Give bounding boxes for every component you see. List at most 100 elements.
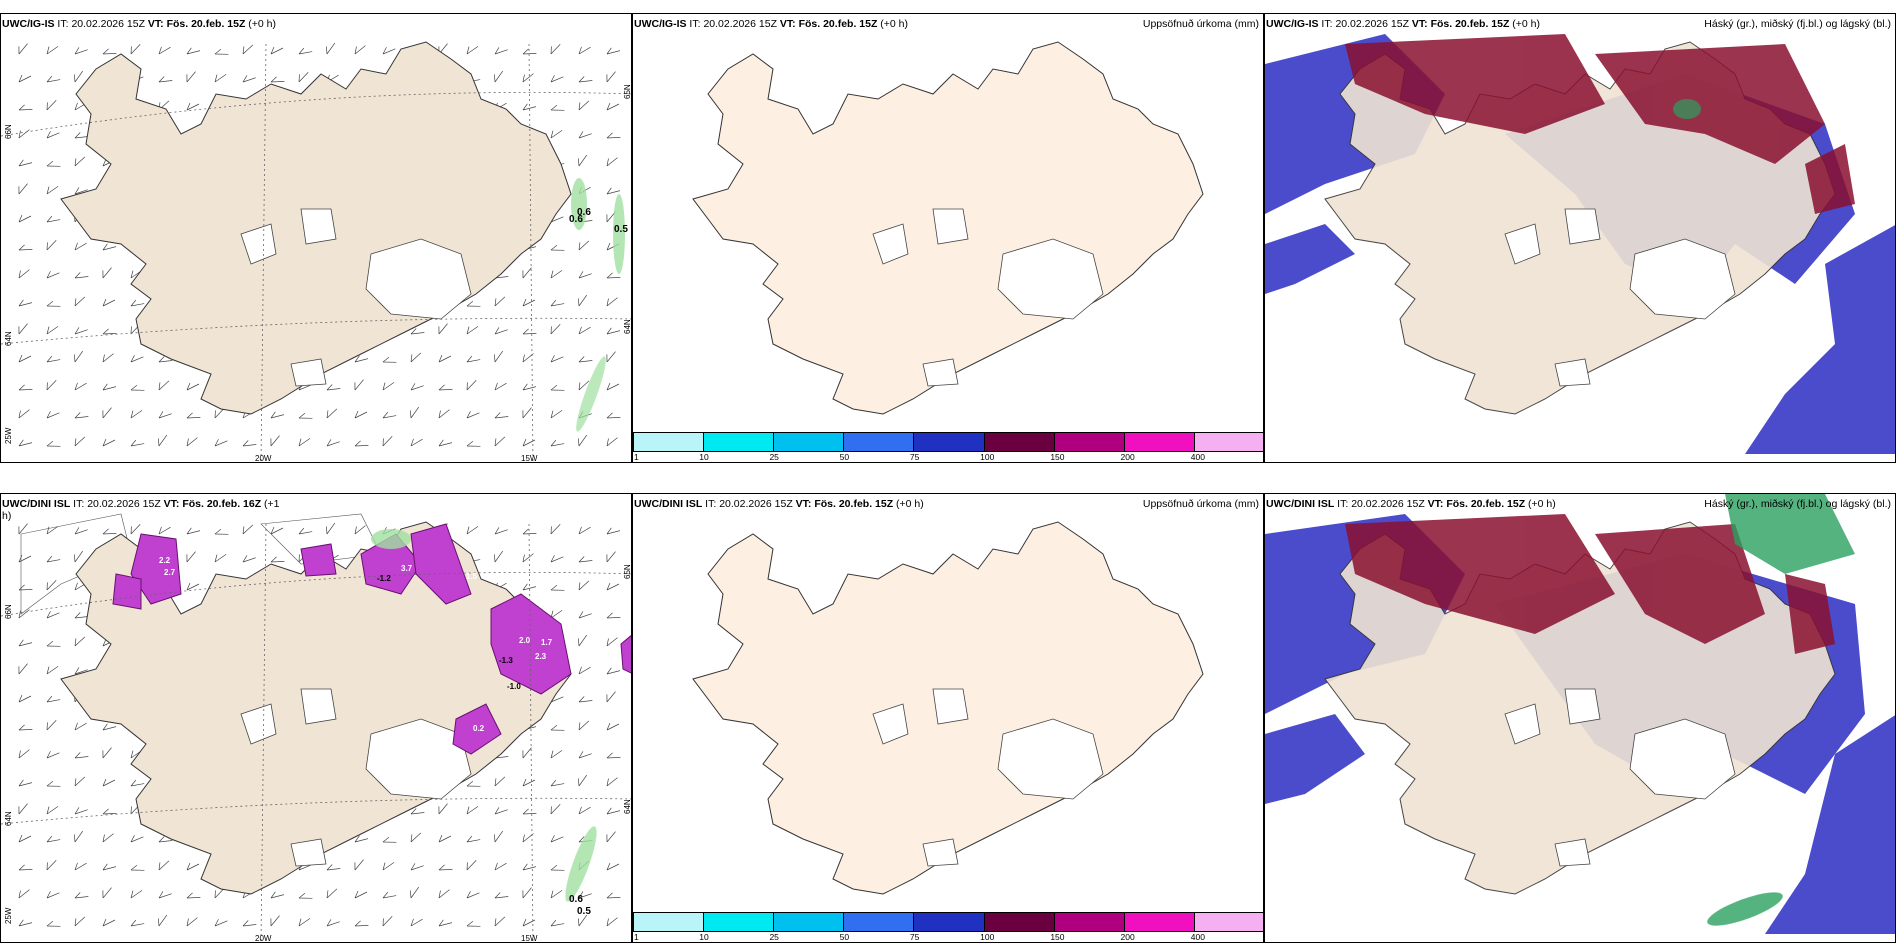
wind-barb	[18, 104, 33, 111]
wind-barb	[494, 830, 504, 843]
wind-barb	[242, 440, 257, 447]
wind-barb	[298, 527, 313, 535]
wind-barb	[410, 406, 420, 419]
wind-barb	[578, 380, 590, 391]
wind-barb	[18, 269, 30, 279]
panel-title: Háský (gr.), miðský (fj.bl.) og lágský (…	[1704, 18, 1891, 30]
colorbar-swatch	[1054, 913, 1125, 931]
wind-barb	[382, 356, 397, 363]
wind-barb	[102, 383, 117, 391]
precip-colorbar	[633, 912, 1263, 932]
lat-tick: 64N	[623, 319, 632, 334]
colorbar-label: 10	[699, 452, 709, 462]
wind-barb	[46, 806, 59, 815]
wind-barb	[550, 299, 565, 307]
wind-barb	[606, 691, 616, 703]
wind-barb	[102, 887, 112, 899]
wind-barb	[18, 354, 32, 363]
wind-barb	[326, 384, 341, 391]
wind-barb	[326, 864, 341, 871]
wind-barb	[74, 156, 86, 167]
wind-barb	[46, 411, 60, 419]
wind-barb	[270, 556, 285, 563]
wind-barb	[326, 919, 340, 927]
wind-barb	[606, 862, 620, 871]
wind-barb	[74, 667, 88, 675]
wind-barb	[158, 836, 173, 843]
wind-barb	[74, 722, 87, 731]
wind-barb	[186, 917, 198, 927]
wind-barb	[578, 580, 590, 591]
wind-barb	[74, 636, 86, 647]
wind-barb	[410, 832, 422, 843]
wind-barb	[494, 412, 509, 419]
wind-barb	[186, 527, 201, 535]
map-panel-ig-precip: UWC/IG-IS IT: 20.02.2026 15Z VT: Fös. 20…	[632, 13, 1264, 463]
wind-barb	[522, 298, 536, 307]
wind-barb	[606, 382, 620, 391]
wind-barb	[522, 407, 532, 419]
wind-barb	[550, 555, 564, 563]
wind-barb	[130, 835, 144, 843]
wind-barb	[382, 862, 395, 871]
wind-barb	[214, 919, 228, 927]
map-canvas	[1265, 34, 1895, 454]
wind-barb	[578, 666, 591, 675]
wind-barb	[606, 831, 616, 843]
wind-barb	[74, 436, 86, 447]
wind-barb	[438, 323, 448, 335]
wind-barb	[578, 326, 591, 335]
glaciers	[1504, 208, 1736, 387]
glacier	[300, 688, 337, 725]
value-label: 0.6	[569, 894, 583, 905]
wind-barb	[410, 918, 423, 927]
wind-barb	[494, 350, 504, 363]
wind-barb	[606, 582, 620, 591]
wind-barb	[102, 328, 117, 335]
value-label: 1.5	[466, 572, 478, 581]
value-label: 0.5	[577, 906, 591, 917]
wind-barb	[298, 412, 313, 419]
wind-barb	[102, 863, 117, 871]
value-label: 0.5	[614, 224, 628, 235]
wind-barb	[102, 833, 114, 843]
wind-barb	[270, 435, 280, 447]
wind-barb	[606, 637, 618, 647]
wind-barb	[550, 524, 561, 535]
wind-barb	[214, 439, 228, 447]
glaciers	[240, 208, 472, 387]
wind-barb	[522, 778, 536, 787]
wind-barb	[494, 70, 504, 83]
wind-barb	[18, 523, 28, 535]
wind-barb	[606, 807, 621, 815]
wind-barb	[214, 408, 225, 419]
precip-colorbar	[633, 432, 1263, 452]
panel-header: UWC/DINI ISL IT: 20.02.2026 15Z VT: Fös.…	[1266, 498, 1556, 510]
wind-barb	[46, 46, 59, 55]
wind-barb	[18, 74, 32, 83]
wind-barb	[382, 411, 397, 419]
wind-barb	[606, 272, 621, 279]
wind-barb	[606, 917, 618, 927]
wind-barb	[550, 804, 561, 815]
wind-barb	[522, 328, 537, 335]
wind-barb	[102, 353, 114, 363]
lat-tick: 25W	[4, 427, 13, 444]
lat-tick: 64N	[4, 811, 13, 826]
wind-barb	[74, 807, 88, 815]
colorbar-label: 100	[980, 452, 995, 462]
lon-tick: 20W	[255, 454, 272, 463]
colorbar-label: 400	[1190, 452, 1205, 462]
wind-barb	[18, 183, 28, 195]
glacier	[932, 688, 969, 725]
colorbar-swatch	[1194, 433, 1263, 451]
wind-barb	[578, 294, 588, 307]
colorbar-swatch	[914, 433, 985, 451]
map-canvas	[692, 41, 1204, 415]
wind-barb	[466, 891, 480, 899]
wind-barb	[578, 76, 593, 83]
value-label: 0.6	[577, 207, 591, 218]
colorbar-label: 25	[769, 452, 779, 462]
wind-barb	[130, 919, 145, 927]
wind-barb	[354, 410, 368, 419]
